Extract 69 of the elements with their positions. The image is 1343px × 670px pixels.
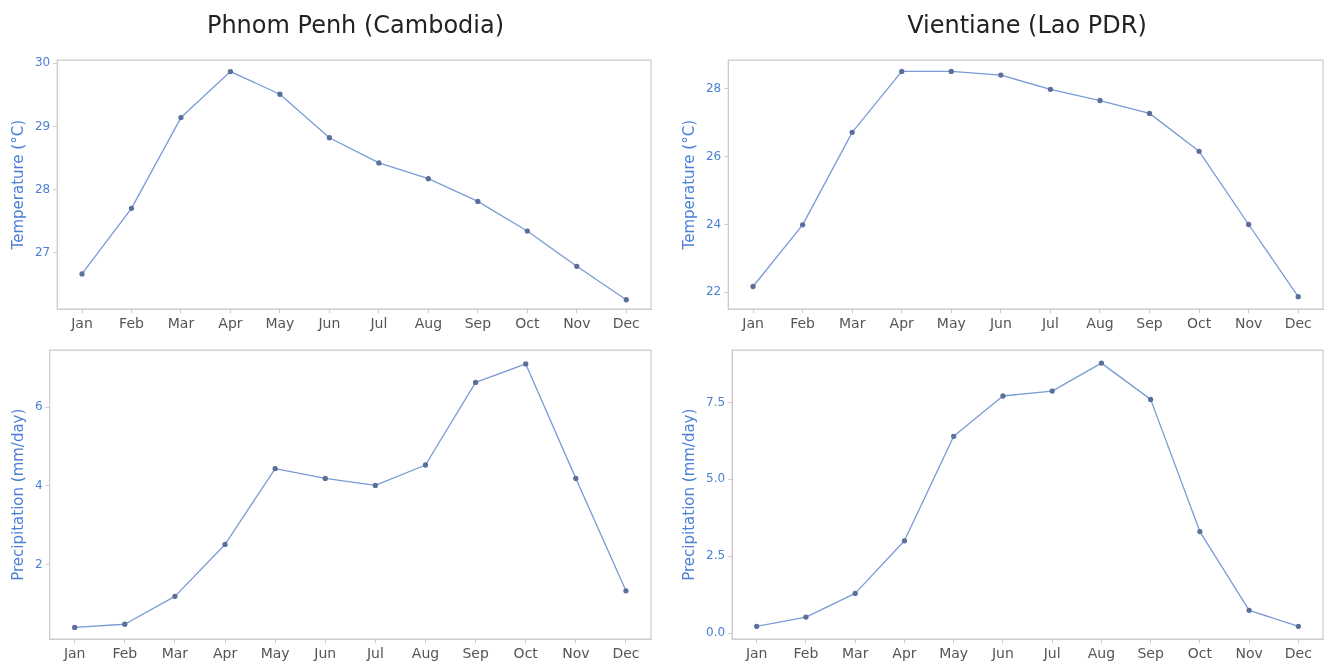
x-tick-label: Apr [892,645,917,662]
x-tick-label: Jan [62,645,86,662]
x-tick-label: Dec [612,645,640,662]
x-tick-label: Jul [1042,645,1061,662]
x-tick-label: Sep [464,315,492,332]
x-tick-label: Jul [369,315,388,332]
x-tick-label: Mar [841,645,869,662]
y-tick-label: 28 [34,181,51,196]
x-tick-label: Jun [313,645,337,662]
y-axis-title: Precipitation (mm/day) [8,408,27,581]
y-tick-label: 29 [34,118,51,133]
x-tick-label: May [265,315,295,332]
y-axis-title: Temperature (°C) [8,119,27,251]
x-tick-label: Mar [161,645,189,662]
x-tick-label: Jun [317,315,341,332]
x-tick-label: Jul [365,645,384,662]
x-tick-label: Aug [1086,315,1114,332]
chart-title: Vientiane (Lao PDR) [906,10,1148,41]
chart-title: Phnom Penh (Cambodia) [205,10,506,41]
x-tick-label: Feb [119,315,144,332]
x-tick-label: Mar [838,315,866,332]
y-tick-label: 4 [34,477,43,492]
x-tick-label: Mar [167,315,195,332]
y-tick-label: 30 [34,55,51,70]
y-tick-label: 2 [34,556,43,571]
y-tick-label: 7.5 [705,394,726,409]
x-tick-label: Feb [112,645,138,662]
x-tick-label: Oct [1187,645,1213,662]
x-tick-label: Sep [462,645,489,662]
x-tick-label: Aug [414,315,443,332]
y-tick-label: 22 [705,284,722,299]
x-tick-label: Aug [1087,645,1116,662]
x-tick-label: Nov [563,315,591,332]
y-tick-label: 0.0 [705,625,726,640]
x-tick-label: Jun [990,645,1014,662]
x-tick-label: May [939,645,969,662]
x-tick-label: Apr [212,645,238,662]
y-axis-title: Temperature (°C) [679,119,698,251]
x-tick-label: Dec [1284,645,1312,662]
y-tick-label: 2.5 [705,548,726,563]
x-tick-label: Apr [218,315,243,332]
x-tick-label: Aug [411,645,440,662]
x-tick-label: Dec [1284,315,1312,332]
x-tick-label: Jul [1040,315,1059,332]
x-tick-label: Sep [1136,315,1163,332]
x-tick-label: Dec [612,315,640,332]
y-tick-label: 26 [705,148,722,163]
x-tick-label: May [936,315,966,332]
x-tick-label: Oct [515,315,540,332]
x-tick-label: Jan [744,645,768,662]
x-tick-label: Nov [1234,315,1263,332]
x-tick-label: Sep [1137,645,1164,662]
x-tick-label: Jun [988,315,1012,332]
y-axis-title: Precipitation (mm/day) [679,408,698,581]
y-tick-label: 6 [34,399,43,414]
x-tick-label: Jan [741,315,764,332]
x-tick-label: Oct [1186,315,1212,332]
y-tick-label: 24 [705,216,722,231]
x-tick-label: Apr [889,315,915,332]
x-tick-label: Jan [70,315,93,332]
x-tick-label: Nov [562,645,590,662]
y-tick-label: 27 [34,244,51,259]
y-tick-label: 5.0 [705,471,726,486]
x-tick-label: Nov [1235,645,1263,662]
x-tick-label: Feb [793,645,819,662]
x-tick-label: Feb [790,315,816,332]
y-tick-label: 28 [705,81,722,96]
x-tick-label: Oct [513,645,539,662]
x-tick-label: May [260,645,290,662]
